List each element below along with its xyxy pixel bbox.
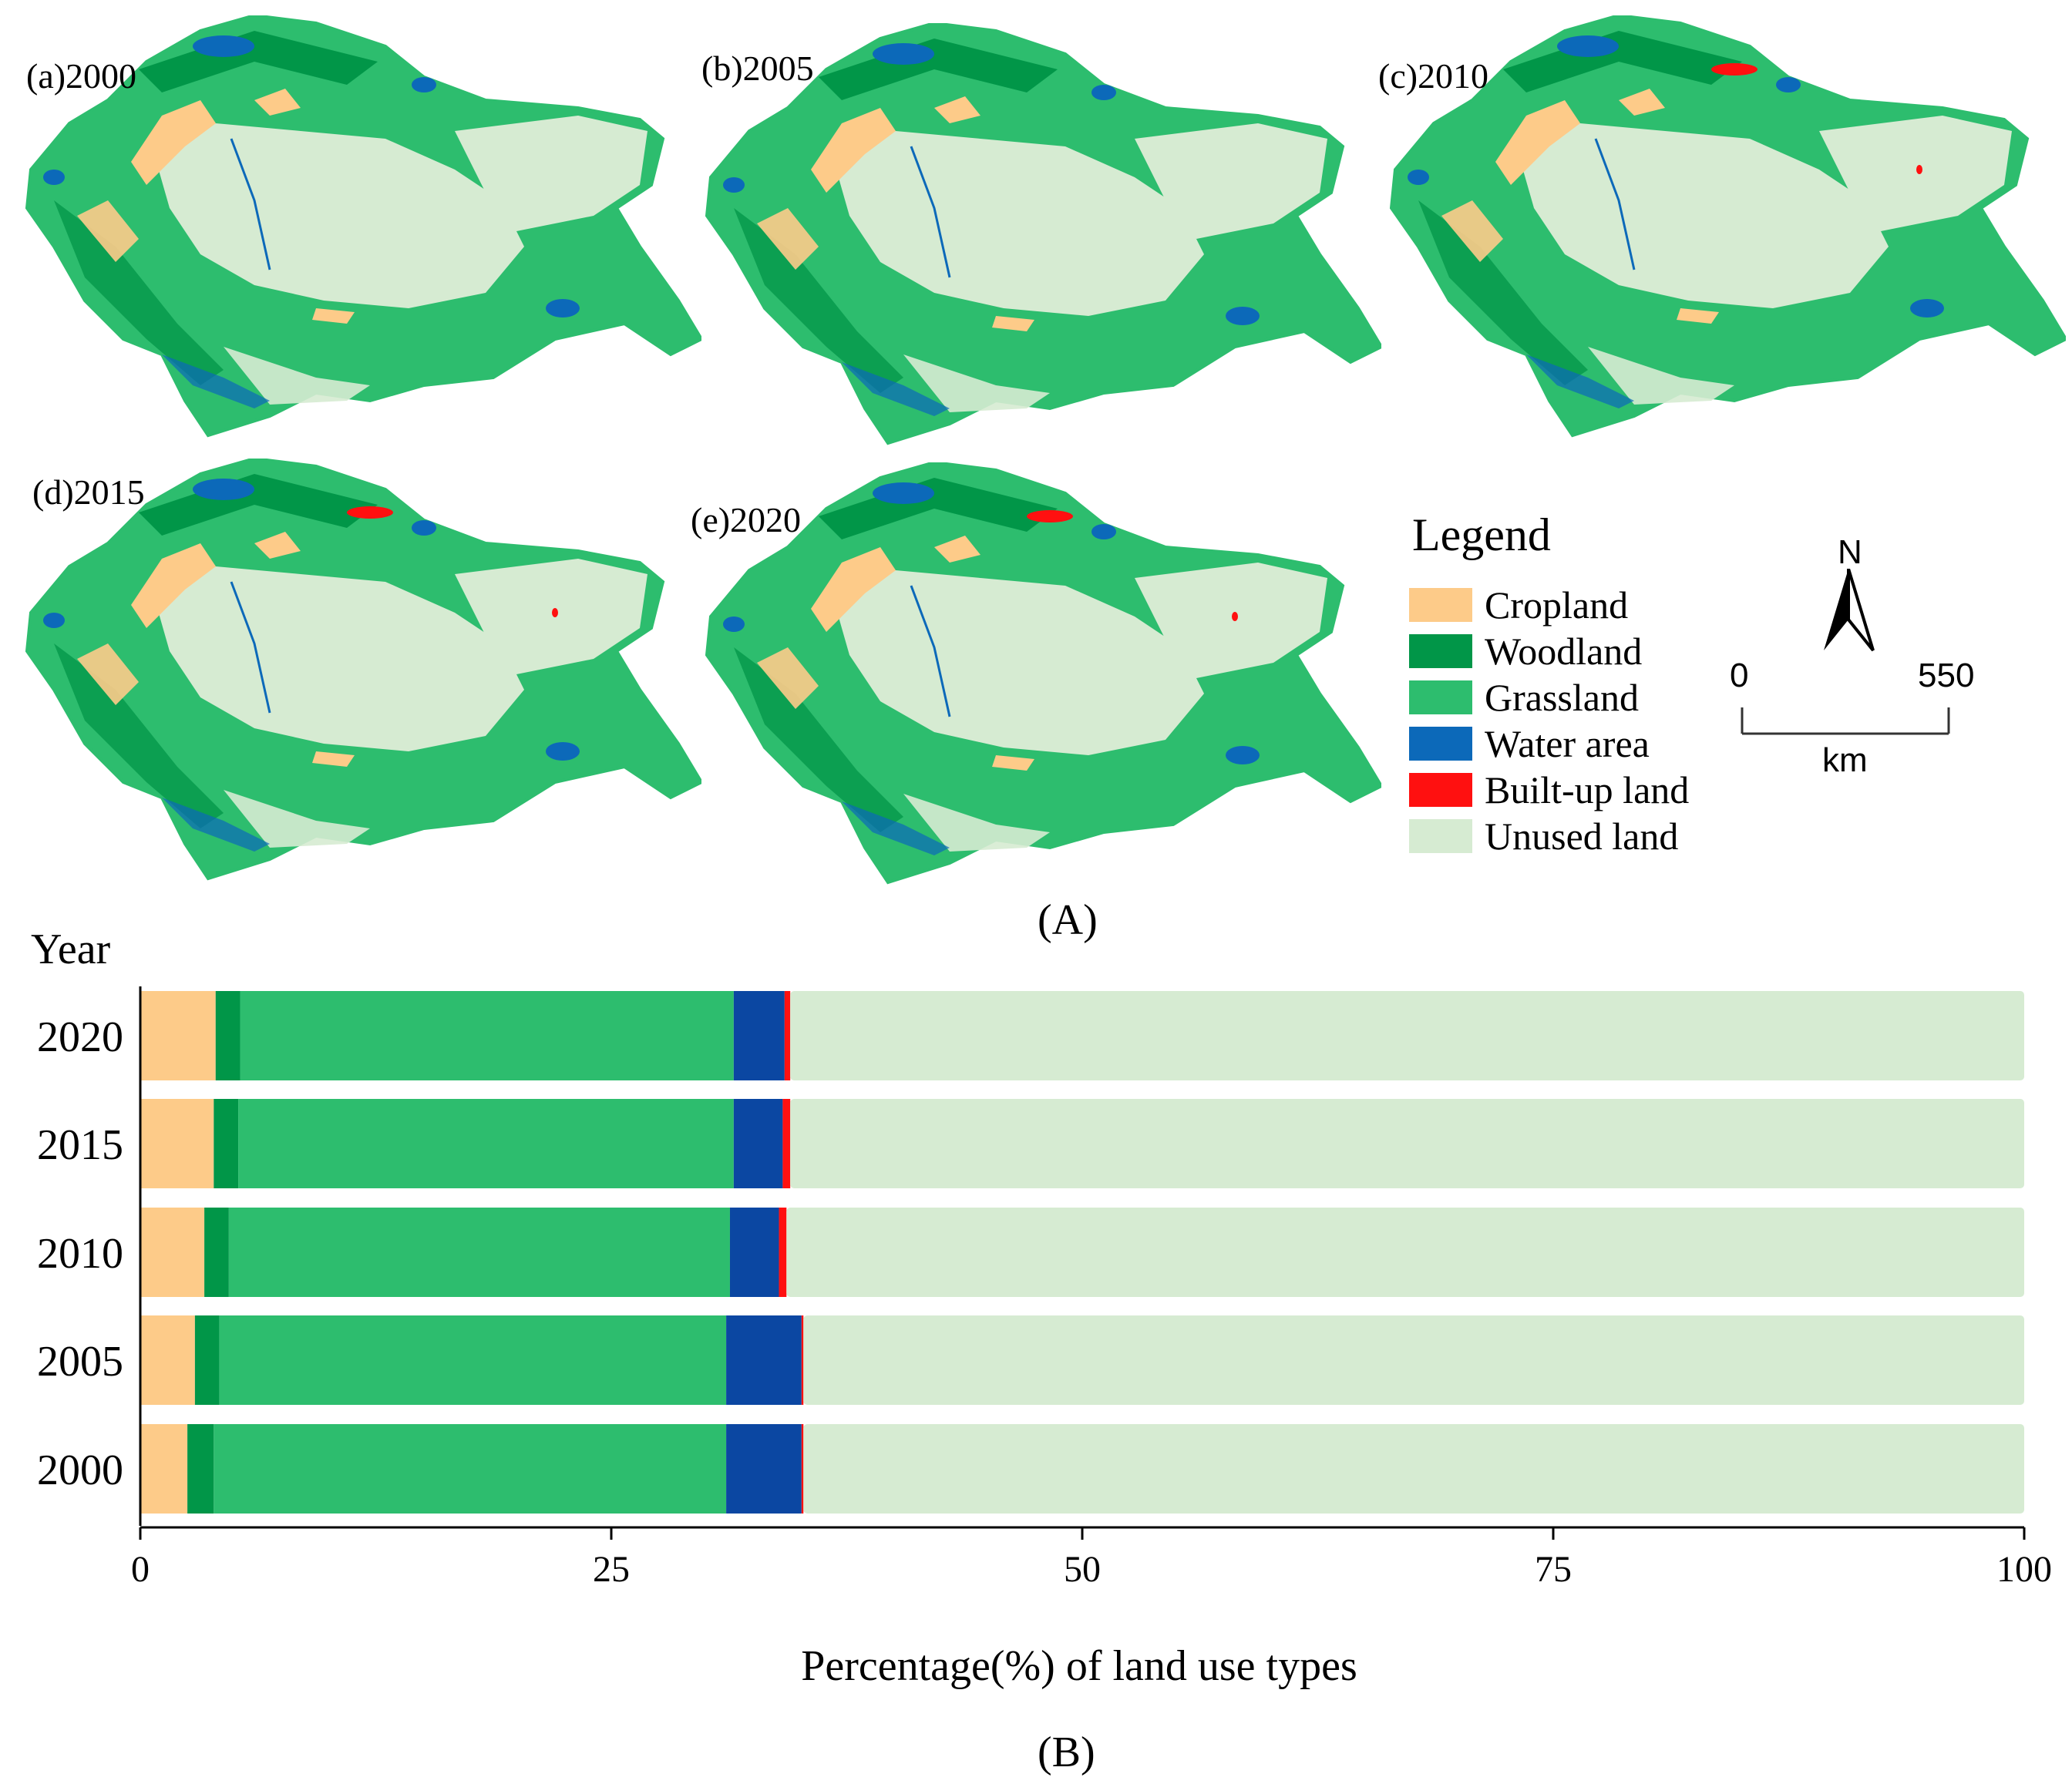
- legend-label: Unused land: [1485, 815, 1679, 858]
- legend-swatch: [1409, 773, 1472, 807]
- bar-segment: [214, 1099, 239, 1188]
- north-label: N: [1838, 533, 1862, 571]
- bar-segment: [733, 991, 785, 1080]
- legend-item: Woodland: [1409, 630, 1643, 673]
- x-tick-label: 50: [1064, 1549, 1101, 1590]
- bar-segment: [801, 1424, 804, 1514]
- scale-bar: [1741, 707, 1950, 735]
- bar-segment: [215, 991, 240, 1080]
- land-use-map: [25, 15, 701, 438]
- land-use-map: [705, 462, 1381, 885]
- legend-label: Built-up land: [1485, 768, 1690, 811]
- map-label-2010: (c)2010: [1378, 56, 1489, 96]
- legend-label: Water area: [1485, 722, 1650, 765]
- legend-item: Grassland: [1409, 676, 1639, 719]
- y-tick-label: 2005: [37, 1338, 123, 1386]
- bar-segment: [238, 1099, 734, 1188]
- north-arrow-icon: [1824, 569, 1875, 652]
- y-tick-label: 2015: [37, 1121, 123, 1169]
- panel-label-b: (B): [1038, 1729, 1095, 1776]
- bar-segment: [779, 1208, 787, 1297]
- bar-segment: [228, 1208, 730, 1297]
- map-label-2005: (b)2005: [701, 49, 814, 88]
- land-use-map: [1389, 15, 2066, 438]
- scale-start: 0: [1730, 657, 1749, 694]
- bar-segment: [219, 1315, 727, 1405]
- bar-segment: [786, 1208, 2024, 1297]
- x-axis-label: Percentage(%) of land use types: [801, 1642, 1357, 1690]
- legend-item: Cropland: [1409, 583, 1629, 627]
- stacked-bar-chart: Year 2020 2015 2010 2005 2000 0 25 50 75 100 Perc…: [31, 926, 2052, 1690]
- x-tick-label: 25: [593, 1549, 630, 1590]
- legend-swatch: [1409, 680, 1472, 714]
- panel-label-a: (A): [1038, 896, 1098, 944]
- land-use-map: [25, 459, 701, 881]
- legend-label: Grassland: [1485, 676, 1639, 719]
- bar-segment: [803, 1424, 2024, 1514]
- bar-segment: [140, 991, 216, 1080]
- map-label-2000: (a)2000: [26, 56, 137, 96]
- legend-title: Legend: [1412, 509, 1551, 560]
- bar-segment: [726, 1315, 802, 1405]
- bar-segment: [140, 1424, 188, 1514]
- bar-segment: [803, 1315, 2024, 1405]
- bar-segment: [733, 1099, 783, 1188]
- axes: 2020 2015 2010 2005 2000 0 25 50 75 100: [37, 986, 2052, 1590]
- bar-segment: [240, 991, 734, 1080]
- bar-segment: [726, 1424, 802, 1514]
- x-tick-label: 75: [1535, 1549, 1572, 1590]
- bar-segment: [801, 1315, 804, 1405]
- bar-segment: [140, 1315, 195, 1405]
- land-use-map: [705, 23, 1381, 445]
- scale-unit: km: [1822, 741, 1868, 779]
- scale-end: 550: [1918, 657, 1975, 694]
- legend-swatch: [1409, 819, 1472, 853]
- legend-label: Woodland: [1485, 630, 1643, 673]
- legend-swatch: [1409, 588, 1472, 622]
- bar-segment: [214, 1424, 727, 1514]
- bar-segment: [784, 991, 791, 1080]
- y-tick-label: 2010: [37, 1230, 123, 1278]
- bar-segment: [790, 1099, 2024, 1188]
- bar-segment: [204, 1208, 229, 1297]
- y-tick-label: 2000: [37, 1446, 123, 1494]
- x-tick-label: 100: [1996, 1549, 2052, 1590]
- y-axis-label: Year: [31, 926, 111, 973]
- legend-item: Unused land: [1409, 815, 1679, 858]
- legend-label: Cropland: [1485, 583, 1629, 627]
- bar-segment: [790, 991, 2024, 1080]
- bar-segment: [140, 1099, 214, 1188]
- bar-segment: [194, 1315, 220, 1405]
- y-tick-label: 2020: [37, 1013, 123, 1061]
- map-label-2015: (d)2015: [32, 472, 145, 512]
- legend-swatch: [1409, 634, 1472, 668]
- x-tick-label: 0: [131, 1549, 150, 1590]
- legend-swatch: [1409, 727, 1472, 761]
- bar-segment: [140, 1208, 205, 1297]
- bar-segment: [782, 1099, 791, 1188]
- bar-segment: [729, 1208, 779, 1297]
- bar-series: [140, 991, 2024, 1514]
- map-label-2020: (e)2020: [691, 500, 802, 539]
- legend-item: Built-up land: [1409, 768, 1690, 811]
- bar-segment: [187, 1424, 214, 1514]
- legend-item: Water area: [1409, 722, 1650, 765]
